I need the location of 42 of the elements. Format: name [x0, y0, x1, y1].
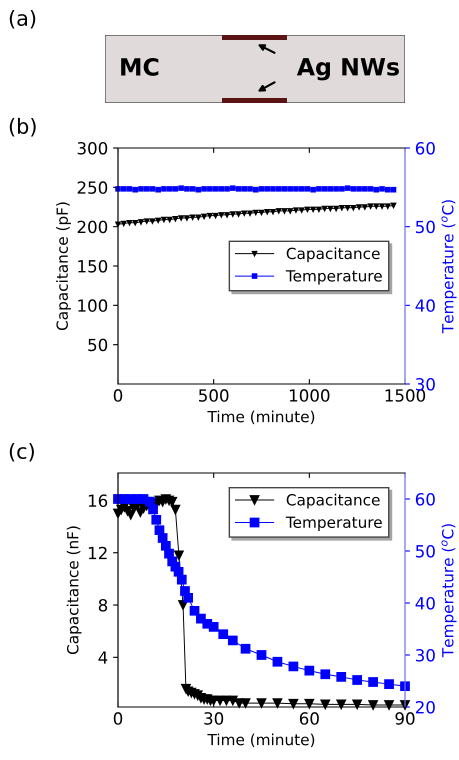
- x-axis-title: Time (minute): [207, 734, 314, 748]
- text: MC: [121, 58, 158, 76]
- y-tick-label: 100: [78, 299, 108, 312]
- y-tick-label: 8: [98, 598, 108, 612]
- x-tick-label: 0: [114, 389, 122, 402]
- legend-label: Capacitance: [286, 494, 380, 509]
- y-axis-title: Capacitance (pF): [56, 202, 71, 330]
- chart-title: (c): [10, 442, 34, 462]
- y2-tick-label: 30: [416, 648, 435, 662]
- x-tick-label: 0: [114, 712, 122, 725]
- y-tick-label: 12: [88, 546, 107, 560]
- y-tick-label: 16: [88, 494, 108, 508]
- y-tick-label: 50: [88, 338, 108, 352]
- x-tick-label: 1500: [386, 389, 426, 402]
- legend-label: Temperature: [286, 516, 382, 531]
- y-tick-label: 150: [78, 260, 108, 273]
- y-tick-label: 4: [98, 652, 108, 664]
- text: (a): [10, 10, 36, 28]
- y2-tick-label: 60: [416, 142, 435, 155]
- y2-axis-title: Temperature ($^{o}$C): [441, 200, 456, 334]
- x-tick-label: 30: [204, 712, 224, 725]
- text: Ag NWs: [296, 58, 399, 80]
- y2-tick-label: 20: [416, 700, 435, 714]
- y-tick-label: 300: [78, 142, 108, 155]
- x-tick-label: 1000: [290, 389, 330, 402]
- y2-tick-label: 30: [416, 378, 435, 391]
- y2-tick-label: 60: [416, 492, 435, 506]
- x-tick-label: 60: [300, 712, 319, 725]
- y2-axis-title: Temperature ($^{o}$C): [441, 524, 456, 658]
- x-tick-label: 500: [199, 389, 228, 402]
- y2-tick-label: 50: [416, 544, 435, 558]
- x-tick-label: 90: [395, 712, 414, 725]
- y-tick-label: 250: [78, 181, 108, 194]
- y-tick-label: 200: [78, 220, 108, 234]
- legend-label: Temperature: [286, 270, 382, 285]
- y2-tick-label: 40: [416, 596, 435, 610]
- y2-tick-label: 50: [416, 220, 435, 234]
- y2-tick-label: 40: [416, 299, 435, 312]
- y-axis-title: Capacitance (nF): [66, 526, 82, 654]
- x-axis-title: Time (minute): [207, 410, 314, 424]
- legend-label: Capacitance: [286, 247, 380, 262]
- chart-title: (b): [10, 118, 36, 136]
